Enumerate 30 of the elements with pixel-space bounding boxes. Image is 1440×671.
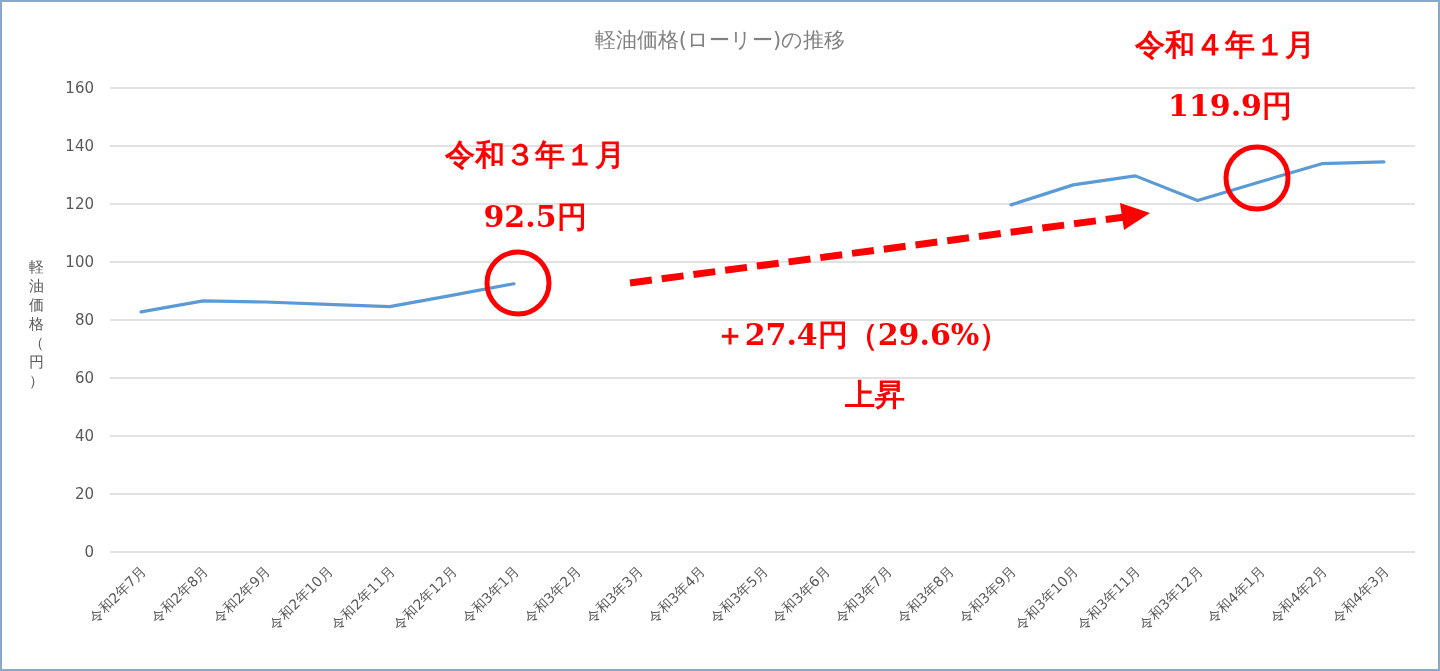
x-tick-label: 令和3年2月 — [520, 562, 585, 627]
y-tick-label: 140 — [65, 137, 94, 155]
x-tick-label: 令和3年3月 — [582, 562, 647, 627]
x-tick-label: 令和3年5月 — [707, 562, 771, 627]
x-tick-label: 令和3年4月 — [644, 562, 709, 627]
annotation: 92.5円 — [483, 199, 587, 234]
x-tick-label: 令和3年7月 — [831, 562, 895, 627]
x-tick-label: 令和4年3月 — [1328, 562, 1393, 627]
y-tick-label: 120 — [65, 195, 94, 213]
y-tick-label: 80 — [74, 311, 94, 329]
y-tick-label: 0 — [84, 543, 94, 561]
x-tick-label: 令和3年8月 — [893, 562, 958, 627]
text: 令和４年１月 — [1134, 27, 1315, 62]
annotation: 119.9円 — [1168, 88, 1292, 123]
y-tick-label: 20 — [74, 485, 94, 503]
x-tick-label: 令和2年7月 — [85, 562, 150, 627]
chart-title: 軽油価格(ローリー)の推移 — [594, 28, 846, 52]
annotation: 令和３年１月 — [444, 137, 625, 172]
annotation: ＋27.4円（29.6%） — [714, 317, 1010, 352]
annotation: 上昇 — [844, 377, 905, 412]
y-axis-title: 軽油価格（円） — [27, 258, 44, 390]
x-tick-label: 令和4年1月 — [1204, 562, 1268, 627]
y-tick-label: 40 — [74, 427, 94, 445]
y-tick-label: 60 — [74, 369, 94, 387]
x-tick-label: 令和2年8月 — [147, 562, 212, 627]
y-tick-label: 160 — [65, 79, 94, 97]
x-tick-label: 令和3年6月 — [769, 562, 833, 627]
y-tick-label: 100 — [65, 253, 94, 271]
x-tick-label: 令和3年1月 — [458, 562, 523, 627]
x-tick-label: 令和4年2月 — [1266, 562, 1330, 627]
